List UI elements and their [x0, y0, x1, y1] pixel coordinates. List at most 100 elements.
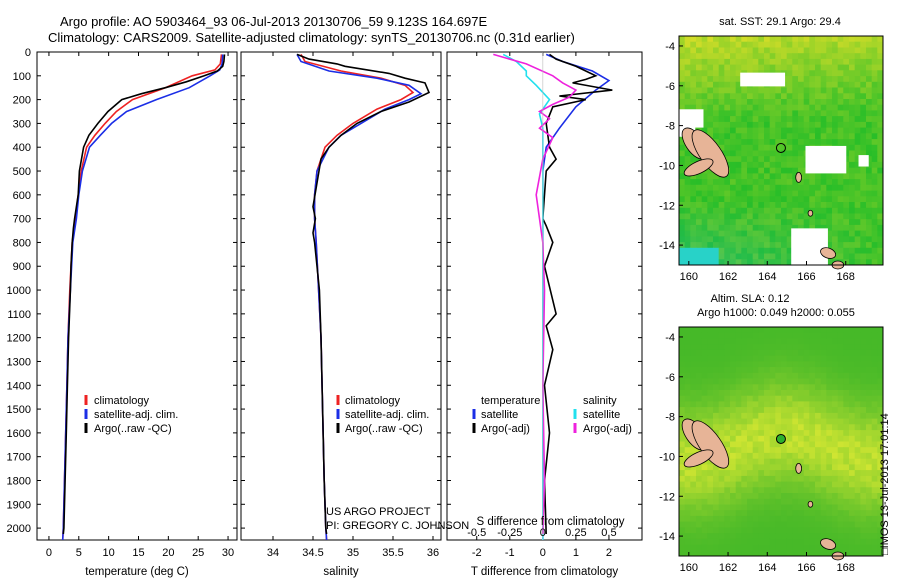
- heatmap-cell: [860, 401, 867, 408]
- heatmap-cell: [854, 53, 861, 60]
- heatmap-cell: [758, 242, 765, 249]
- heatmap-cell: [837, 58, 844, 66]
- heatmap-cell: [679, 70, 686, 77]
- heatmap-cell: [854, 150, 861, 157]
- heatmap-cell: [820, 104, 827, 111]
- heatmap-cell: [775, 173, 782, 180]
- heatmap-cell: [679, 550, 686, 557]
- heatmap-cell: [803, 190, 810, 197]
- heatmap-cell: [826, 133, 833, 140]
- heatmap-cell: [820, 196, 827, 203]
- heatmap-cell: [871, 510, 878, 517]
- heatmap-cell: [815, 435, 822, 442]
- heatmap-cell: [684, 104, 691, 111]
- heatmap-cell: [781, 487, 788, 494]
- heatmap-cell: [769, 447, 776, 454]
- heatmap-cell: [707, 207, 714, 214]
- heatmap-cell: [803, 139, 810, 146]
- heatmap-cell: [843, 435, 850, 442]
- heatmap-cell: [832, 435, 839, 442]
- heatmap-cell: [854, 550, 861, 557]
- heatmap-cell: [849, 527, 856, 534]
- heatmap-cell: [735, 510, 742, 517]
- heatmap-cell: [758, 87, 765, 94]
- map-x-tick-label: 166: [797, 562, 815, 574]
- heatmap-cell: [781, 355, 788, 362]
- heatmap-cell: [826, 418, 833, 425]
- heatmap-cell: [724, 53, 731, 60]
- heatmap-cell: [860, 452, 867, 460]
- heatmap-cell: [803, 41, 810, 48]
- heatmap-cell: [775, 133, 782, 140]
- heatmap-cell: [713, 81, 720, 88]
- heatmap-cell: [792, 139, 799, 146]
- heatmap-cell: [871, 538, 878, 545]
- heatmap-cell: [707, 196, 714, 203]
- heatmap-cell: [792, 99, 799, 106]
- heatmap-cell: [871, 349, 878, 357]
- heatmap-cell: [843, 99, 850, 106]
- heatmap-cell: [820, 202, 827, 209]
- heatmap-cell: [747, 196, 754, 203]
- heatmap-cell: [707, 515, 714, 523]
- heatmap-cell: [820, 384, 827, 391]
- heatmap-cell: [798, 458, 805, 465]
- x-tick-label: 35.5: [382, 547, 403, 559]
- heatmap-cell: [775, 259, 782, 266]
- heatmap-cell: [730, 87, 737, 94]
- heatmap-cell: [724, 93, 731, 100]
- heatmap-cell: [792, 41, 799, 48]
- heatmap-cell: [826, 99, 833, 106]
- heatmap-cell: [696, 412, 703, 420]
- heatmap-cell: [877, 41, 884, 48]
- heatmap-cell: [718, 47, 725, 54]
- heatmap-cell: [707, 372, 714, 379]
- heatmap-cell: [724, 464, 731, 471]
- heatmap-cell: [815, 349, 822, 357]
- heatmap-cell: [826, 36, 833, 43]
- heatmap-cell: [679, 253, 686, 260]
- heatmap-cell: [820, 207, 827, 214]
- heatmap-cell: [798, 219, 805, 226]
- heatmap-cell: [781, 173, 788, 180]
- heatmap-cell: [854, 367, 861, 374]
- heatmap-cell: [803, 504, 810, 511]
- heatmap-cell: [786, 332, 793, 339]
- heatmap-cell: [781, 372, 788, 379]
- heatmap-cell: [820, 127, 827, 134]
- heatmap-cell: [707, 259, 714, 266]
- heatmap-cell: [741, 550, 748, 557]
- heatmap-cell: [792, 87, 799, 94]
- heatmap-cell: [866, 344, 873, 351]
- heatmap-cell: [690, 219, 697, 226]
- heatmap-cell: [820, 441, 827, 448]
- heatmap-cell: [815, 527, 822, 534]
- heatmap-cell: [837, 527, 844, 534]
- heatmap-cell: [832, 349, 839, 357]
- heatmap-cell: [724, 213, 731, 220]
- heatmap-cell: [775, 93, 782, 100]
- heatmap-cell: [820, 64, 827, 71]
- heatmap-cell: [769, 504, 776, 511]
- heatmap-cell: [781, 418, 788, 425]
- heatmap-cell: [820, 361, 827, 368]
- heatmap-cell: [854, 361, 861, 368]
- heatmap-cell: [809, 475, 816, 483]
- heatmap-cell: [713, 407, 720, 414]
- heatmap-cell: [735, 190, 742, 197]
- heatmap-cell: [854, 207, 861, 214]
- map-y-tick-label: -8: [665, 121, 675, 133]
- heatmap-cell: [820, 550, 827, 557]
- heatmap-cell: [826, 515, 833, 523]
- heatmap-cell: [747, 349, 754, 357]
- heatmap-cell: [803, 36, 810, 43]
- heatmap-cell: [792, 538, 799, 545]
- heatmap-cell: [815, 224, 822, 232]
- heatmap-cell: [877, 76, 884, 83]
- heatmap-cell: [815, 121, 822, 129]
- heatmap-cell: [724, 510, 731, 517]
- heatmap-cell: [769, 521, 776, 528]
- heatmap-cell: [786, 184, 793, 191]
- heatmap-cell: [684, 441, 691, 448]
- island: [683, 449, 714, 468]
